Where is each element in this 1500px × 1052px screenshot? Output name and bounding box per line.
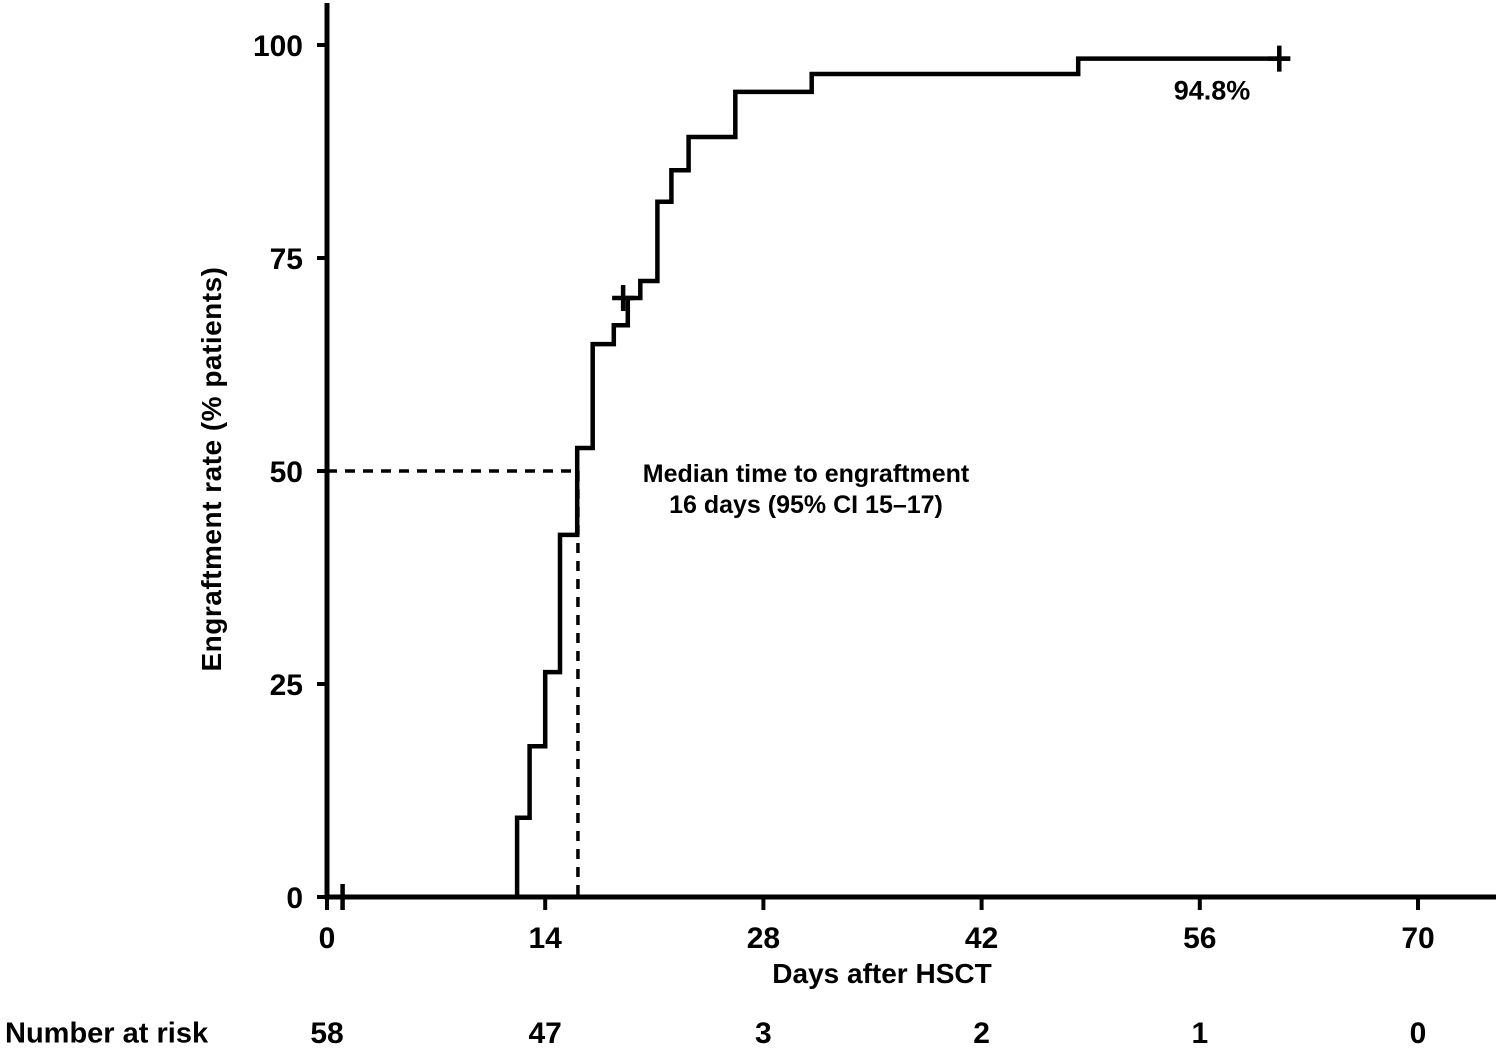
y-tick-label: 0 — [286, 882, 303, 915]
number-at-risk-value: 1 — [1191, 1017, 1209, 1050]
median-annotation-line1: Median time to engraftment — [642, 460, 970, 488]
final-engraftment-rate-label: 94.8% — [1173, 75, 1251, 106]
x-tick-label: 14 — [529, 922, 563, 955]
x-tick-label: 28 — [747, 922, 780, 955]
engraftment-step-curve — [327, 56, 1291, 900]
x-tick-label: 0 — [319, 922, 336, 955]
x-tick-label: 56 — [1183, 922, 1216, 955]
number-at-risk-value: 58 — [310, 1017, 344, 1050]
x-tick-label: 42 — [965, 922, 998, 955]
number-at-risk-value: 47 — [528, 1017, 562, 1050]
median-annotation-line2: 16 days (95% CI 15–17) — [669, 491, 943, 519]
number-at-risk-value: 2 — [973, 1017, 990, 1050]
y-axis-title: Engraftment rate (% patients) — [196, 266, 227, 672]
median-annotation: Median time to engraftment 16 days (95% … — [643, 459, 969, 521]
y-tick-label: 75 — [270, 243, 303, 276]
x-tick-label: 70 — [1401, 922, 1434, 955]
number-at-risk-label: Number at risk — [5, 1017, 209, 1050]
y-tick-label: 100 — [253, 30, 303, 63]
number-at-risk-value: 3 — [755, 1017, 772, 1050]
y-tick-label: 25 — [270, 669, 303, 702]
y-tick-label: 50 — [270, 456, 303, 489]
number-at-risk-value: 0 — [1409, 1017, 1427, 1050]
x-axis-title: Days after HSCT — [772, 958, 992, 989]
